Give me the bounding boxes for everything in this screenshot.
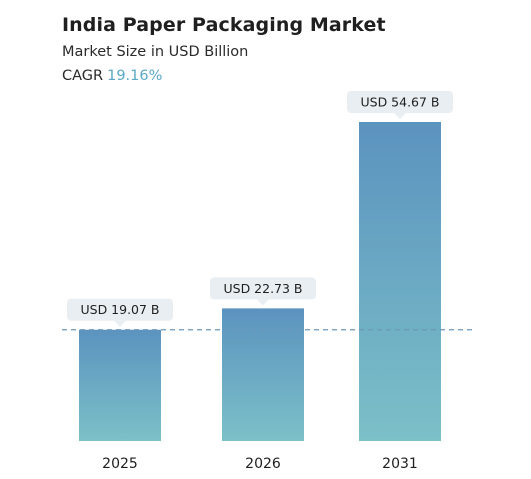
x-tick-label-2031: 2031 xyxy=(382,456,418,472)
data-label-pointer xyxy=(257,299,269,306)
data-label-box xyxy=(210,277,316,300)
data-label-pointer xyxy=(114,320,126,327)
x-tick-label-2025: 2025 xyxy=(102,456,138,472)
bars-layer xyxy=(79,122,441,441)
chart-header: India Paper Packaging Market Market Size… xyxy=(62,12,502,87)
x-tick-label-2026: 2026 xyxy=(245,456,281,472)
cagr-label: CAGR xyxy=(62,68,104,84)
data-label-pointer xyxy=(394,113,406,119)
chart-subtitle: Market Size in USD Billion xyxy=(62,44,249,60)
data-label-box xyxy=(67,298,173,321)
bar-2025 xyxy=(79,329,161,441)
x-axis-ticks: 2025 2026 2031 xyxy=(102,456,418,472)
data-label-text: USD 54.67 B xyxy=(360,95,439,110)
chart-title: India Paper Packaging Market xyxy=(62,14,386,36)
cagr-value: 19.16% xyxy=(107,68,163,84)
data-label-2026: USD 22.73 B xyxy=(210,277,316,306)
data-label-box xyxy=(347,91,453,113)
data-label-2031: USD 54.67 B xyxy=(347,91,453,119)
data-label-2025: USD 19.07 B xyxy=(67,298,173,327)
data-label-text: USD 22.73 B xyxy=(223,281,302,296)
cagr-line: CAGR 19.16% xyxy=(62,66,502,87)
bar-2031 xyxy=(359,122,441,441)
bar-2026 xyxy=(222,308,304,441)
data-labels-layer: USD 19.07 B USD 22.73 B USD 54.67 B xyxy=(67,91,453,327)
data-label-text: USD 19.07 B xyxy=(80,302,159,317)
